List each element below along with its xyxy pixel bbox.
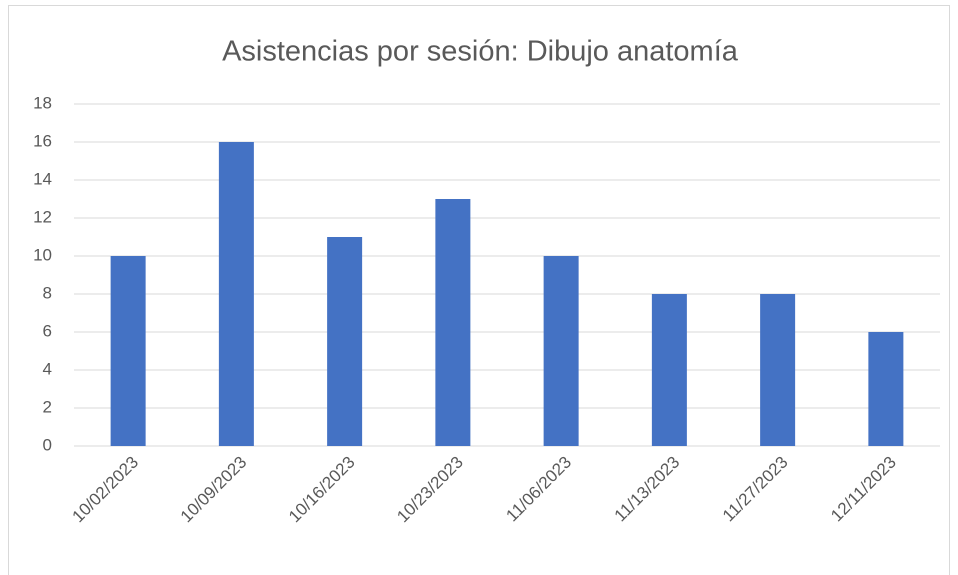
bar — [868, 332, 904, 446]
bar — [760, 294, 796, 446]
y-tick-label: 6 — [43, 321, 52, 340]
y-tick-label: 16 — [33, 131, 52, 150]
y-tick-label: 2 — [43, 397, 52, 416]
bar — [327, 237, 363, 446]
chart-border — [8, 5, 950, 575]
y-tick-label: 14 — [33, 169, 52, 188]
bar — [218, 142, 254, 446]
y-tick-label: 0 — [43, 435, 52, 454]
bar — [435, 199, 471, 446]
y-tick-label: 8 — [43, 283, 52, 302]
bar — [651, 294, 687, 446]
y-tick-label: 18 — [33, 93, 52, 112]
chart-title: Asistencias por sesión: Dibujo anatomía — [222, 36, 739, 68]
bar — [110, 256, 146, 446]
y-tick-label: 4 — [43, 359, 52, 378]
y-tick-label: 10 — [33, 245, 52, 264]
y-tick-label: 12 — [33, 207, 52, 226]
bar — [543, 256, 579, 446]
